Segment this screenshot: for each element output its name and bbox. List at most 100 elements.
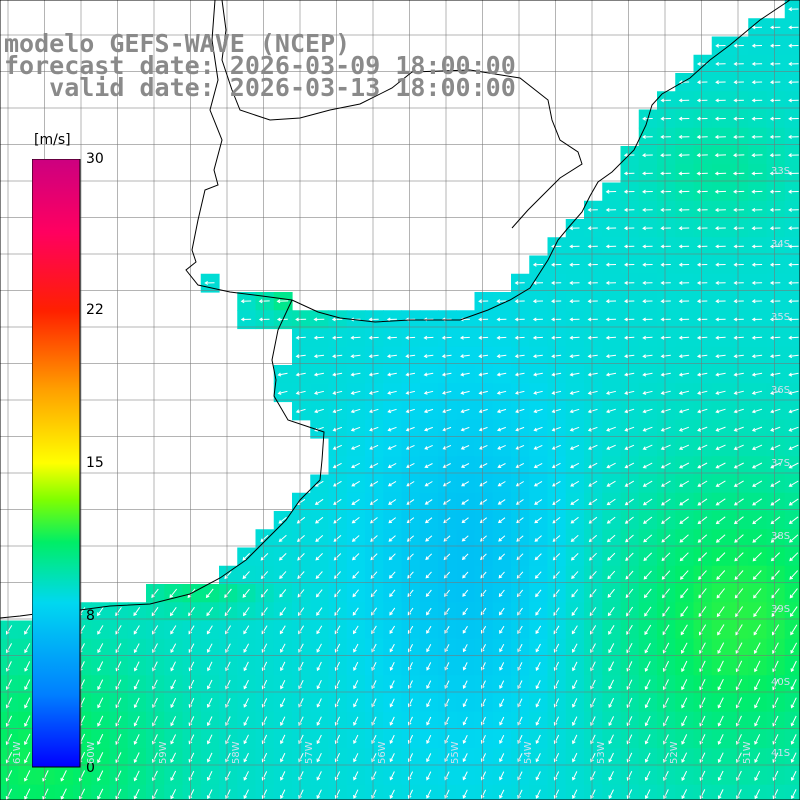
wind-arrow (350, 390, 361, 395)
wind-arrow (605, 372, 617, 377)
lon-label-60w: 60W (86, 741, 97, 764)
wind-arrow (789, 606, 798, 617)
wind-arrow (770, 390, 781, 395)
wind-arrow (715, 226, 726, 231)
wind-arrow (425, 589, 432, 597)
wind-arrow (660, 116, 672, 121)
colorbar-tick-15: 15 (86, 455, 104, 471)
wind-arrow (442, 444, 452, 450)
wind-arrow (678, 335, 690, 340)
wind-arrow (788, 116, 799, 121)
wind-arrow (353, 643, 359, 653)
wind-arrow (788, 462, 799, 469)
wind-arrow (790, 789, 797, 800)
wind-arrow (754, 660, 761, 673)
wind-arrow (572, 661, 578, 672)
wind-arrow (642, 153, 653, 158)
wind-arrow (790, 697, 797, 709)
wind-cell (784, 565, 800, 585)
wind-cell (784, 511, 800, 530)
wind-arrow (350, 354, 361, 359)
wind-arrow (389, 680, 395, 690)
wind-arrow (788, 25, 799, 30)
wind-arrow (497, 481, 506, 487)
wind-arrow (714, 189, 727, 194)
wind-arrow (679, 534, 689, 543)
wind-arrow (389, 716, 395, 726)
wind-arrow (588, 480, 598, 487)
wind-arrow (353, 716, 359, 726)
wind-arrow (696, 116, 708, 121)
wind-arrow (314, 498, 324, 505)
wind-arrow (697, 534, 708, 543)
wind-arrow (426, 716, 432, 726)
wind-arrow (588, 462, 598, 469)
wind-arrow (426, 771, 432, 781)
wind-arrow (279, 625, 286, 635)
wind-arrow (751, 280, 763, 285)
wind-arrow (733, 61, 744, 66)
wind-arrow (608, 679, 615, 690)
wind-arrow (462, 625, 468, 634)
wind-arrow (133, 607, 141, 617)
wind-cell (784, 638, 800, 658)
wind-arrow (696, 226, 708, 231)
wind-arrow (623, 189, 635, 194)
wind-arrow (751, 408, 763, 414)
wind-arrow (623, 226, 635, 231)
wind-arrow (769, 98, 781, 103)
wind-arrow (572, 734, 578, 745)
wind-arrow (697, 480, 708, 487)
wind-arrow (133, 625, 140, 635)
wind-arrow (642, 462, 653, 469)
wind-arrow (606, 444, 616, 450)
wind-arrow (277, 372, 288, 377)
wind-arrow (133, 715, 140, 727)
wind-arrow (369, 444, 379, 450)
wind-arrow (170, 643, 177, 654)
wind-arrow (788, 61, 799, 66)
wind-arrow (661, 534, 671, 543)
wind-arrow (788, 299, 799, 304)
wind-arrow (715, 80, 726, 85)
wind-arrow (678, 299, 690, 304)
wind-arrow (368, 317, 379, 322)
wind-arrow (332, 444, 343, 450)
wind-arrow (279, 607, 287, 616)
wind-arrow (660, 299, 671, 304)
wind-arrow (588, 516, 598, 524)
wind-arrow (534, 499, 543, 505)
wind-arrow (280, 716, 286, 726)
wind-arrow (352, 625, 359, 635)
wind-arrow (752, 552, 762, 562)
wind-arrow (624, 280, 635, 285)
wind-arrow (242, 588, 250, 598)
wind-arrow (243, 771, 249, 781)
wind-arrow (788, 262, 799, 267)
wind-arrow (353, 698, 359, 708)
lon-label-53w: 53W (596, 741, 607, 764)
wind-arrow (679, 570, 689, 580)
wind-arrow (714, 171, 727, 176)
wind-arrow (715, 354, 726, 359)
wind-arrow (681, 660, 688, 673)
wind-arrow (678, 134, 690, 139)
wind-arrow (697, 462, 708, 469)
wind-arrow (680, 588, 689, 599)
wind-arrow (715, 299, 726, 304)
wind-arrow (642, 426, 653, 432)
wind-arrow (644, 661, 651, 672)
lat-label-41s: 41S (771, 748, 791, 759)
wind-arrow (315, 535, 324, 543)
wind-arrow (660, 390, 671, 395)
wind-arrow (461, 517, 469, 524)
wind-arrow (697, 408, 708, 414)
wind-arrow (369, 426, 379, 432)
wind-arrow (497, 463, 506, 468)
wind-arrow (243, 625, 250, 635)
wind-arrow (499, 753, 505, 763)
wind-arrow (170, 679, 177, 690)
wind-arrow (24, 770, 31, 782)
wind-arrow (715, 244, 726, 249)
wind-arrow (660, 462, 671, 469)
